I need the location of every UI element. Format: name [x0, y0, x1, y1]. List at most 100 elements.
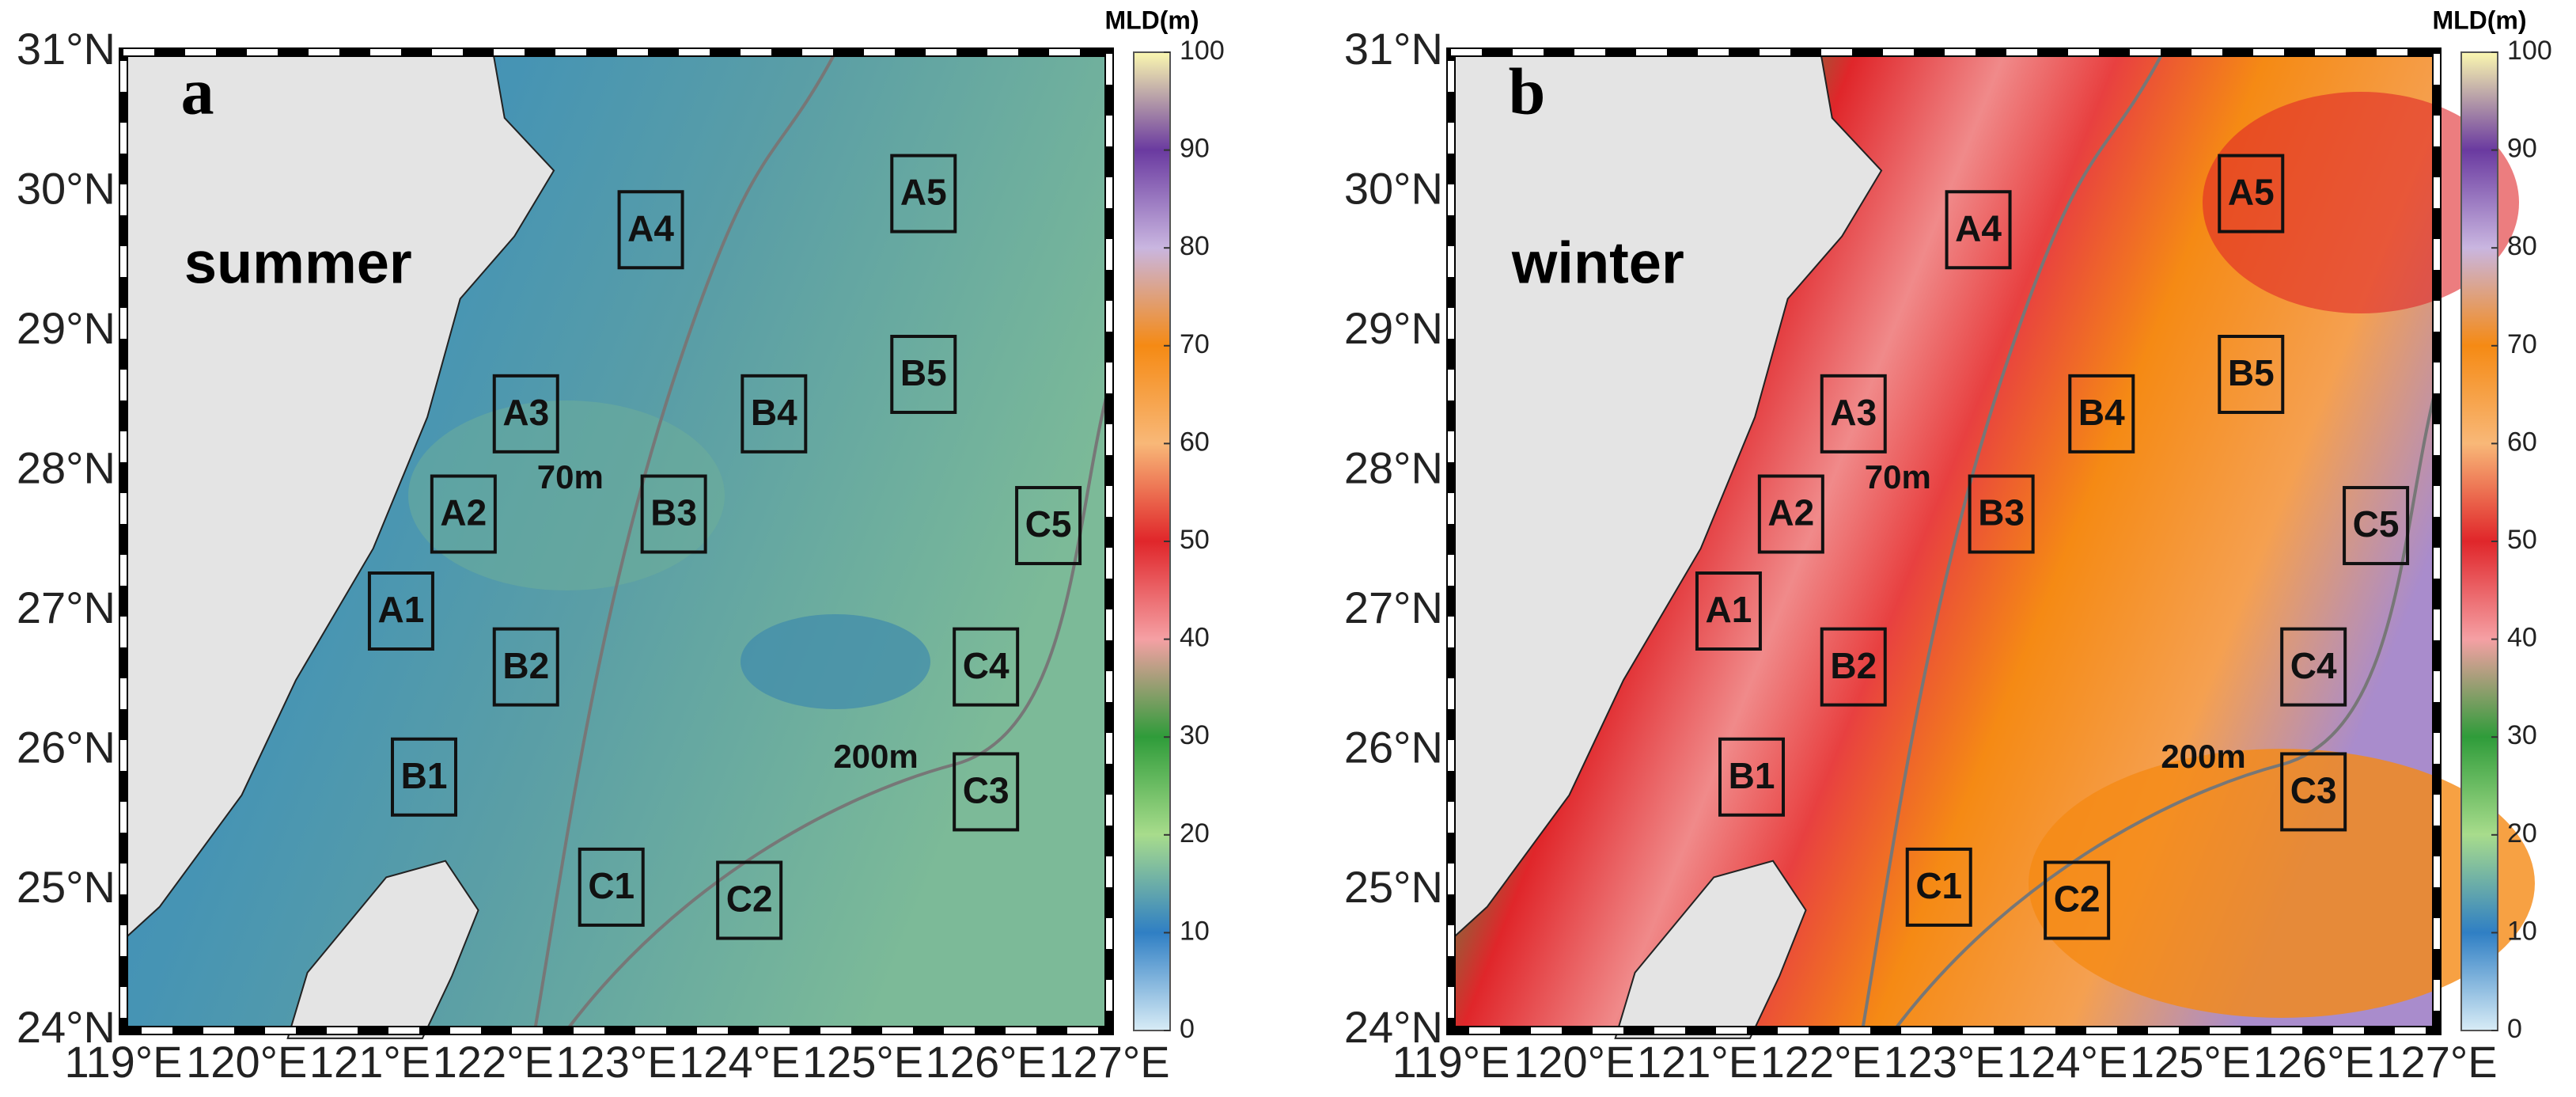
station-label: A2 — [440, 492, 487, 533]
station-label: B1 — [401, 755, 448, 796]
y-tick-label: 25°N — [17, 862, 116, 912]
station-box — [1968, 474, 2035, 554]
y-tick-label: 26°N — [17, 723, 116, 772]
colorbar-tick-label: 50 — [2507, 525, 2537, 555]
x-tick-label: 122°E — [433, 1037, 554, 1087]
station-box — [2280, 627, 2347, 707]
colorbar-tick-label: 0 — [1180, 1014, 1195, 1044]
station-box — [1757, 474, 1824, 554]
station-label: B5 — [900, 352, 947, 393]
station-box — [953, 627, 1020, 707]
station-label: C1 — [588, 865, 635, 906]
station-label: C3 — [963, 770, 1010, 811]
station-label: A5 — [900, 172, 947, 213]
x-tick-label: 125°E — [802, 1037, 923, 1087]
station-label: B4 — [2078, 392, 2125, 433]
station-box — [2044, 860, 2111, 940]
isobath — [1861, 51, 2165, 1031]
land — [1450, 51, 1883, 942]
x-tick-label: 124°E — [679, 1037, 800, 1087]
x-tick-label: 119°E — [64, 1037, 182, 1087]
colorbar-tick-label: 100 — [2507, 36, 2552, 66]
x-tick-label: 123°E — [1883, 1037, 2004, 1087]
station-label: B2 — [1830, 645, 1877, 686]
x-tick-label: 127°E — [2376, 1037, 2497, 1087]
x-tick-label: 125°E — [2130, 1037, 2251, 1087]
map-panel: b winter 70m 200m A1 A2 A3 A4 A5 B1 B2 B3 B4 B5 C1 C2 C3… — [1446, 47, 2535, 1039]
station-box — [2068, 374, 2135, 454]
station-box — [617, 190, 684, 270]
station-box — [716, 860, 783, 940]
colorbar-tick-label: 90 — [1180, 134, 1210, 164]
station-box — [2218, 154, 2285, 233]
season-label: winter — [1511, 230, 1684, 296]
colorbar-title: MLD(m) — [2432, 6, 2526, 34]
field-patch — [408, 400, 725, 590]
isobath — [533, 51, 837, 1031]
station-label: B2 — [502, 645, 549, 686]
x-tick-label: 120°E — [1513, 1037, 1635, 1087]
station-box — [2280, 752, 2347, 832]
y-tick-label: 27°N — [1344, 583, 1443, 632]
colorbar-tick-label: 0 — [2507, 1014, 2522, 1044]
colorbar-tick-label: 30 — [2507, 720, 2537, 750]
station-label: A3 — [1830, 392, 1877, 433]
y-tick-label: 24°N — [17, 1002, 116, 1052]
x-tick-label: 127°E — [1048, 1037, 1169, 1087]
station-box — [367, 571, 434, 651]
y-tick-label: 25°N — [1344, 862, 1443, 912]
station-box — [1718, 737, 1786, 817]
colorbar-tick-label: 40 — [1180, 623, 1210, 653]
station-label: B4 — [751, 392, 797, 433]
colorbar-title: MLD(m) — [1104, 6, 1199, 34]
x-tick-label: 120°E — [186, 1037, 307, 1087]
x-tick-label: 122°E — [1760, 1037, 1881, 1087]
station-box — [2218, 335, 2285, 414]
station-box — [953, 752, 1020, 832]
contour-label: 70m — [537, 458, 604, 495]
station-box — [1945, 190, 2012, 270]
contour-label: 200m — [833, 738, 918, 775]
station-label: C3 — [2290, 770, 2337, 811]
station-box — [492, 374, 559, 454]
season-label: summer — [184, 230, 412, 296]
station-label: A4 — [627, 207, 674, 249]
colorbar-tick-label: 80 — [1180, 231, 1210, 261]
station-box — [578, 847, 645, 927]
station-box — [741, 374, 808, 454]
colorbar-tick-label: 50 — [1180, 525, 1210, 555]
y-tick-label: 31°N — [1344, 24, 1443, 74]
station-box — [1820, 627, 1887, 707]
station-label: C1 — [1915, 865, 1962, 906]
station-box — [1820, 374, 1887, 454]
colorbar-tick-label: 10 — [1180, 916, 1210, 946]
station-box — [2343, 486, 2410, 566]
station-box — [1695, 571, 1762, 651]
station-label: C4 — [963, 645, 1010, 686]
x-tick-label: 121°E — [309, 1037, 430, 1087]
station-label: B1 — [1729, 755, 1775, 796]
x-tick-label: 119°E — [1392, 1037, 1510, 1087]
colorbar-tick-label: 10 — [2507, 916, 2537, 946]
station-box — [1905, 847, 1972, 927]
x-tick-label: 126°E — [2253, 1037, 2374, 1087]
station-box — [430, 474, 497, 554]
land — [123, 51, 555, 942]
colorbar-tick-label: 60 — [1180, 427, 1210, 457]
station-label: C2 — [2054, 879, 2101, 920]
station-box — [391, 737, 458, 817]
station-label: C4 — [2290, 645, 2337, 686]
station-label: A4 — [1955, 207, 2002, 249]
station-label: B3 — [650, 492, 697, 533]
colorbar-tick-label: 70 — [1180, 329, 1210, 359]
colorbar-tick-label: 20 — [1180, 818, 1210, 848]
y-tick-label: 26°N — [1344, 723, 1443, 772]
y-tick-label: 28°N — [1344, 443, 1443, 493]
station-label: B5 — [2228, 352, 2275, 393]
field-patch — [741, 614, 930, 709]
y-tick-label: 24°N — [1344, 1002, 1443, 1052]
map-panel: a summer 70m 200m A1 A2 A3 A4 A5 B1 B2 B3 B4 B5 C1 C2 C3… — [119, 47, 1114, 1039]
map-frame — [1446, 47, 2442, 1035]
